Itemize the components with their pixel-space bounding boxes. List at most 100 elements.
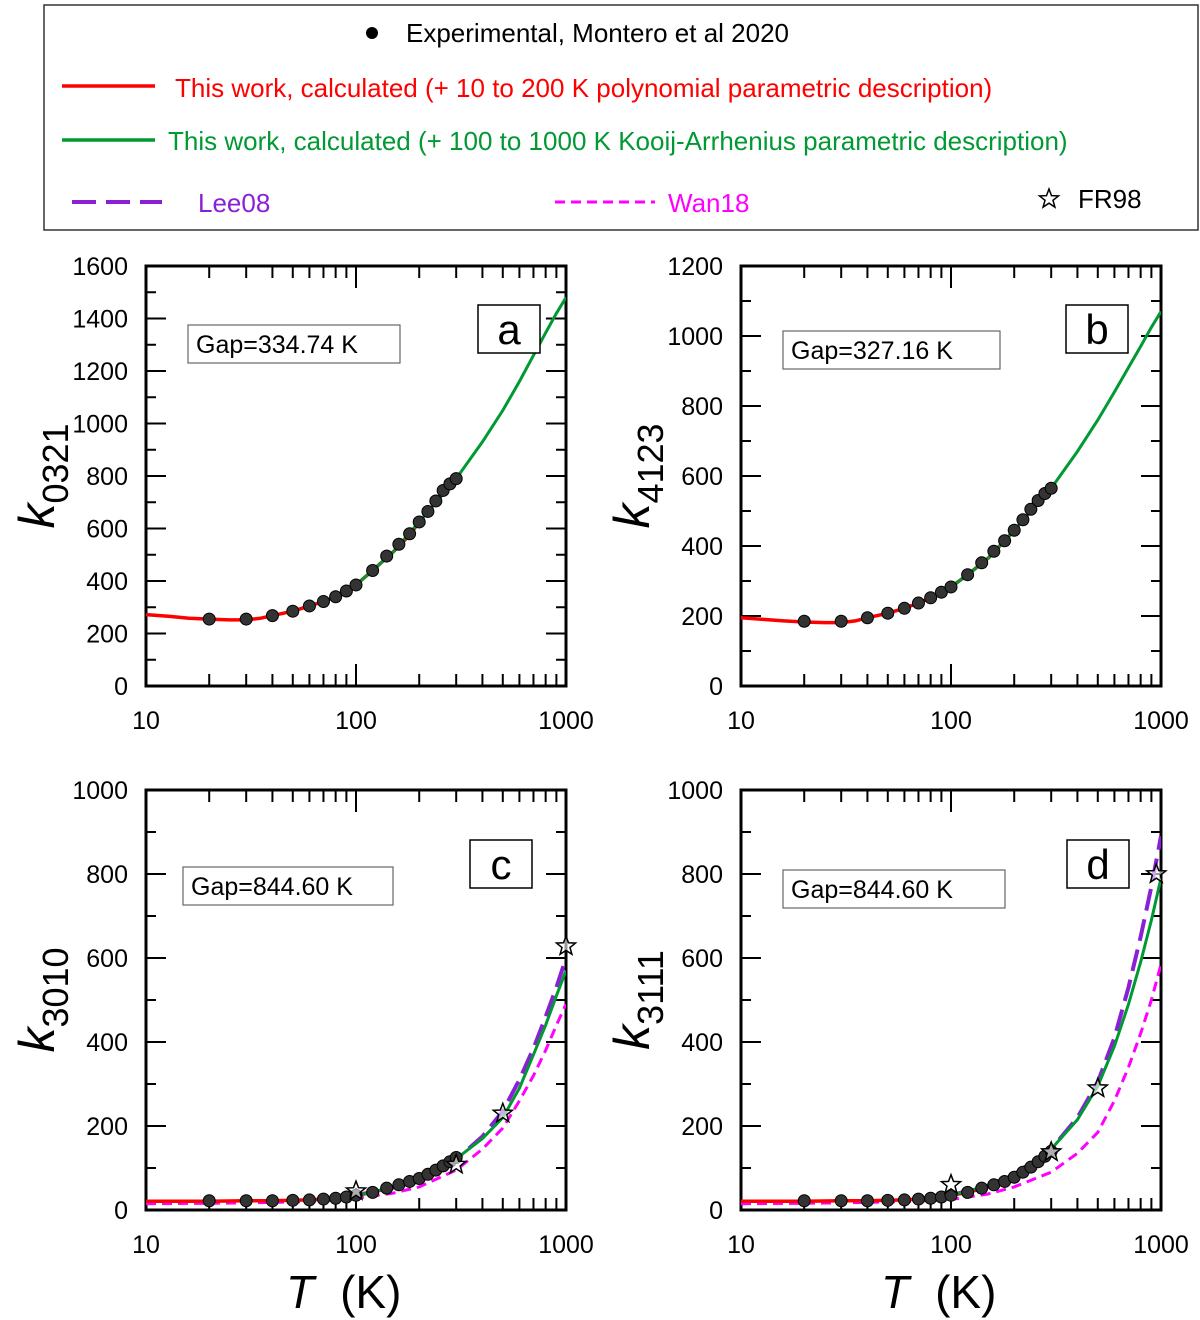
experimental-point xyxy=(1024,502,1038,516)
x-tick-label: 100 xyxy=(930,707,972,735)
experimental-point xyxy=(924,591,938,605)
legend-wan18-label: Wan18 xyxy=(668,188,749,218)
x-tick-label: 10 xyxy=(132,707,160,735)
experimental-point xyxy=(834,1194,848,1208)
y-axis-label: k4123 xyxy=(604,423,671,528)
experimental-point xyxy=(366,1185,380,1199)
series-wan18 xyxy=(146,1003,566,1206)
panel-label-box xyxy=(469,839,533,889)
experimental-point xyxy=(286,604,300,618)
experimental-point xyxy=(316,1192,330,1206)
experimental-point xyxy=(1044,481,1058,495)
x-axis-label: T (K) xyxy=(881,1266,996,1318)
fr98-point xyxy=(1144,861,1168,884)
experimental-point xyxy=(975,556,989,570)
y-tick-label: 200 xyxy=(681,603,723,631)
gap-label-box xyxy=(187,324,401,364)
experimental-point xyxy=(202,1194,216,1208)
y-tick-label: 0 xyxy=(114,1197,128,1225)
y-tick-label: 1000 xyxy=(667,323,723,351)
y-tick-label: 1400 xyxy=(72,306,128,334)
experimental-point xyxy=(316,594,330,608)
experimental-point xyxy=(349,578,363,592)
y-tick-label: 600 xyxy=(681,945,723,973)
experimental-point xyxy=(239,612,253,626)
panel-label: a xyxy=(497,306,521,353)
experimental-point xyxy=(265,609,279,623)
panel-label: c xyxy=(491,841,512,888)
experimental-point xyxy=(897,1193,911,1207)
experimental-point xyxy=(834,614,848,628)
experimental-point xyxy=(944,580,958,594)
fr98-point xyxy=(344,1178,368,1201)
legend-frame xyxy=(43,4,1199,231)
y-tick-label: 800 xyxy=(86,463,128,491)
experimental-point xyxy=(975,1181,989,1195)
y-tick-label: 800 xyxy=(681,393,723,421)
gap-label: Gap=844.60 K xyxy=(191,873,353,901)
panel-d: 0 200 400 600 800 1000 10 100 1000 d Gap=844.60 K k… xyxy=(604,777,1189,1318)
x-tick-label: 10 xyxy=(727,1231,755,1259)
experimental-point xyxy=(911,1192,925,1206)
y-tick-label: 0 xyxy=(709,1197,723,1225)
experimental-point xyxy=(924,1191,938,1205)
experimental-point xyxy=(239,1194,253,1208)
x-tick-label: 100 xyxy=(930,1231,972,1259)
experimental-point xyxy=(881,1193,895,1207)
y-tick-label: 800 xyxy=(86,861,128,889)
fr98-point xyxy=(554,934,578,957)
fr98-point xyxy=(939,1172,963,1195)
experimental-point xyxy=(412,515,426,529)
experimental-point xyxy=(265,1194,279,1208)
series-kooij xyxy=(355,296,566,587)
experimental-point xyxy=(797,1194,811,1208)
y-tick-label: 0 xyxy=(709,673,723,701)
experimental-point xyxy=(860,1194,874,1208)
experimental-point xyxy=(339,584,353,598)
y-tick-label: 200 xyxy=(86,1113,128,1141)
panel-label-box xyxy=(1066,839,1130,889)
panel-label: d xyxy=(1086,841,1109,888)
x-tick-label: 1000 xyxy=(538,1231,594,1259)
experimental-point xyxy=(998,534,1012,548)
legend-kooij-label: This work, calculated (+ 100 to 1000 K K… xyxy=(168,126,1068,156)
y-tick-label: 400 xyxy=(681,1029,723,1057)
experimental-point xyxy=(329,1191,343,1205)
experimental-point xyxy=(961,1185,975,1199)
legend-experimental-label: Experimental, Montero et al 2020 xyxy=(406,18,789,48)
panel-label-box xyxy=(477,304,541,354)
experimental-point xyxy=(961,568,975,582)
y-tick-label: 1000 xyxy=(72,411,128,439)
x-tick-label: 10 xyxy=(727,707,755,735)
y-tick-label: 1000 xyxy=(72,777,128,805)
series-kooij xyxy=(950,310,1161,589)
gap-label: Gap=844.60 K xyxy=(791,876,953,904)
fr98-point xyxy=(444,1152,468,1175)
x-tick-label: 1000 xyxy=(538,707,594,735)
gap-label-box xyxy=(782,869,1006,909)
experimental-point xyxy=(1016,513,1030,527)
experimental-point xyxy=(1007,523,1021,537)
y-axis-label: k3010 xyxy=(9,947,76,1052)
experimental-point xyxy=(380,1181,394,1195)
panel-label-box xyxy=(1065,304,1129,354)
y-tick-label: 200 xyxy=(86,621,128,649)
gap-label: Gap=327.16 K xyxy=(791,337,953,365)
gap-label-box xyxy=(182,866,394,906)
panel-c: 0 200 400 600 800 1000 10 100 1000 c Gap=844.60 K k… xyxy=(9,777,594,1318)
y-tick-label: 1200 xyxy=(72,358,128,386)
gap-label: Gap=334.74 K xyxy=(196,331,358,359)
y-tick-label: 1200 xyxy=(667,253,723,281)
x-axis-label: T (K) xyxy=(286,1266,401,1318)
y-tick-label: 400 xyxy=(681,533,723,561)
y-tick-label: 1600 xyxy=(72,253,128,281)
experimental-point xyxy=(286,1193,300,1207)
experimental-point xyxy=(449,472,463,486)
panel-a: 0 200 400 600 800 1000 1200 1400 1600 10 100 1000 a G… xyxy=(9,253,594,735)
experimental-point xyxy=(860,611,874,625)
experimental-point xyxy=(987,1178,1001,1192)
experimental-point xyxy=(202,612,216,626)
legend-fr98-label: FR98 xyxy=(1078,184,1142,214)
y-tick-label: 400 xyxy=(86,1029,128,1057)
